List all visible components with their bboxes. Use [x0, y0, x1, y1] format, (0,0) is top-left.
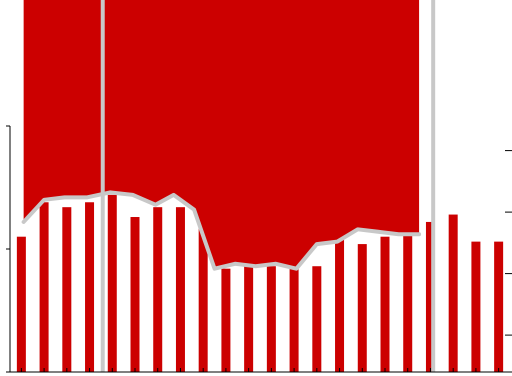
area-layer	[23, 0, 420, 269]
axes-layer	[6, 125, 512, 373]
bar	[266, 266, 276, 372]
bar	[494, 241, 504, 372]
line-layer	[21, 190, 422, 271]
bar	[198, 214, 208, 372]
bar	[425, 221, 435, 372]
bar	[39, 202, 49, 372]
bar	[471, 241, 481, 372]
bar	[448, 214, 458, 372]
bar	[357, 244, 367, 372]
bar	[380, 236, 390, 372]
bar	[312, 266, 322, 372]
series-line	[21, 190, 422, 271]
area-fill	[23, 0, 420, 269]
bar	[85, 202, 95, 372]
bar	[335, 239, 345, 372]
markers-layer	[100, 0, 436, 372]
bar	[221, 268, 231, 372]
bar	[107, 194, 117, 372]
bar	[244, 263, 254, 372]
bars-layer	[16, 194, 504, 372]
bar	[403, 234, 413, 372]
bar	[130, 217, 140, 372]
bar	[62, 207, 72, 372]
bar	[153, 207, 163, 372]
bar	[175, 207, 185, 372]
bar	[16, 236, 26, 372]
bar	[289, 263, 299, 372]
